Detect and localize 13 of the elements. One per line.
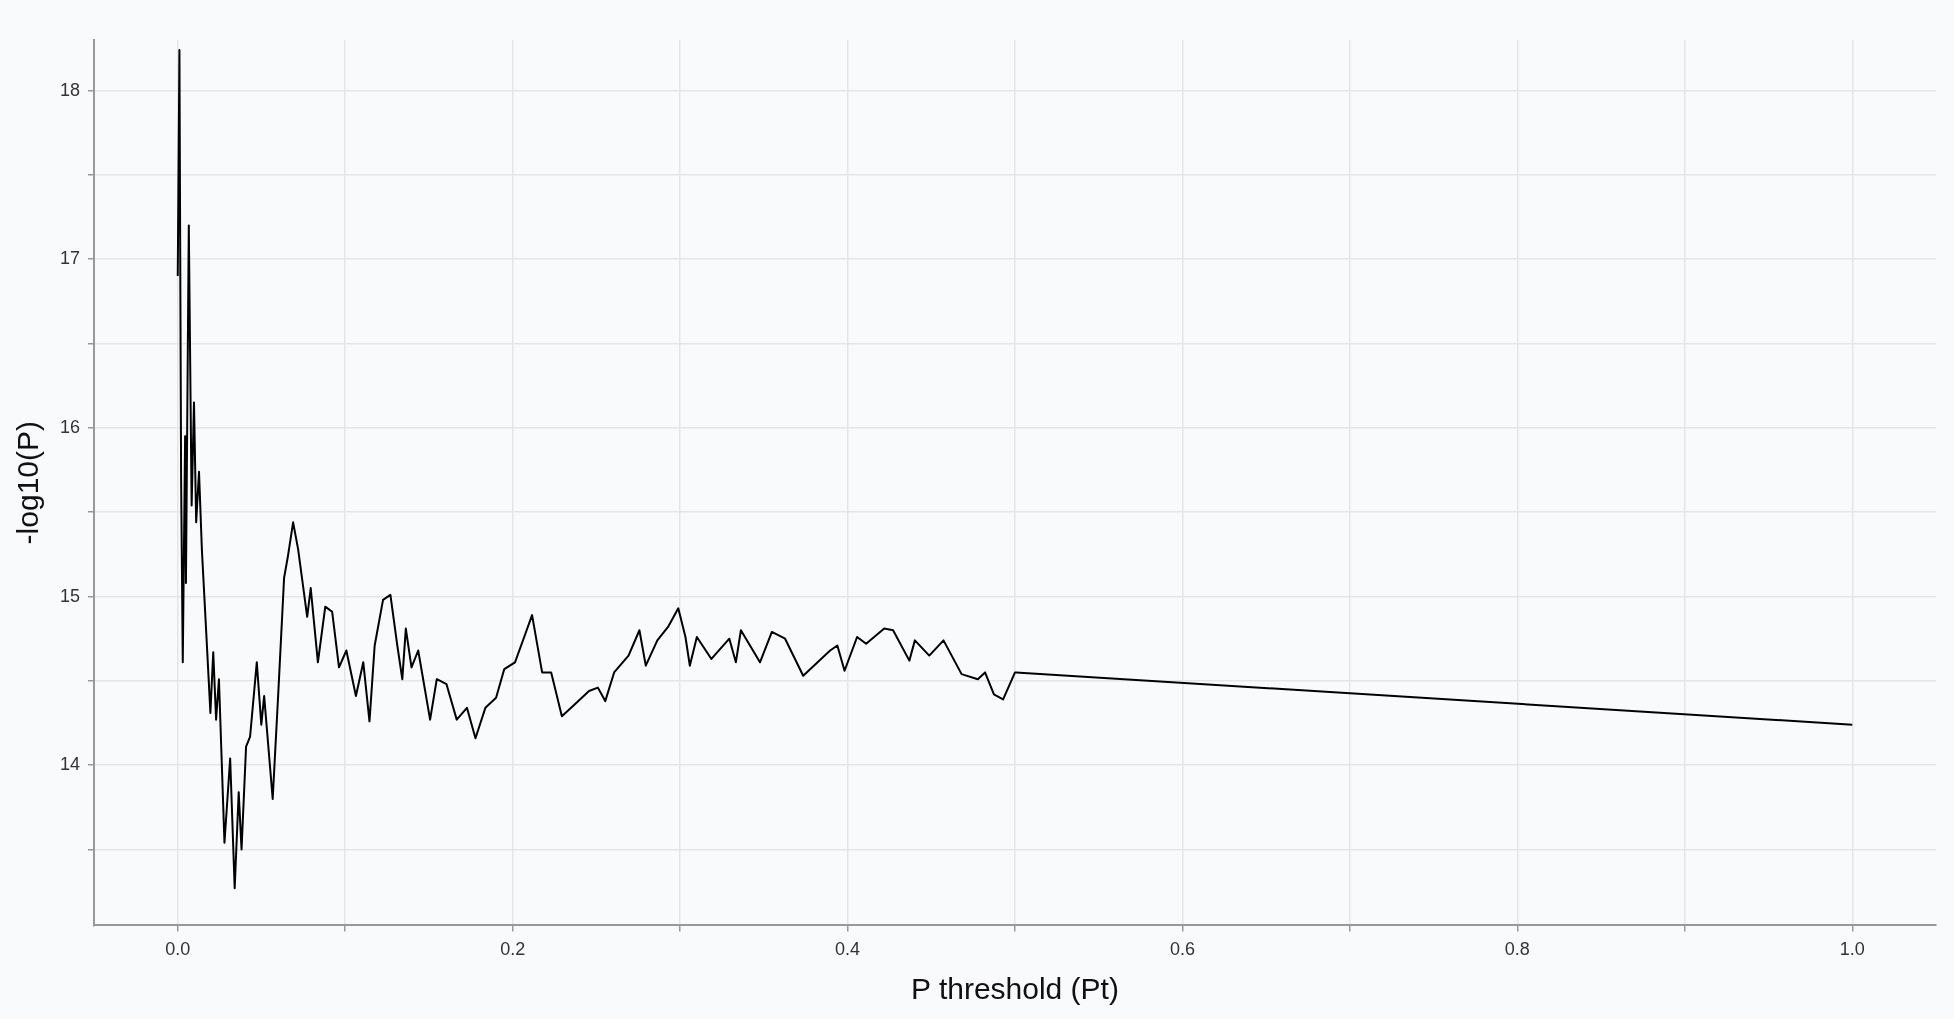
x-tick-label: 0.2 [500, 939, 526, 960]
y-tick-label: 14 [59, 754, 81, 775]
y-tick-label: 15 [59, 585, 81, 606]
y-tick-label: 17 [59, 248, 81, 269]
x-tick-label: 1.0 [1839, 939, 1865, 960]
x-axis-title: P threshold (Pt) [911, 972, 1119, 1006]
y-tick-label: 16 [59, 416, 81, 437]
y-tick-label: 18 [59, 79, 81, 100]
y-axis-title: -log10(P) [11, 421, 45, 545]
x-tick-label: 0.8 [1504, 939, 1530, 960]
x-tick-label: 0.6 [1169, 939, 1195, 960]
x-tick-label: 0.0 [165, 939, 191, 960]
x-tick-label: 0.4 [835, 939, 861, 960]
